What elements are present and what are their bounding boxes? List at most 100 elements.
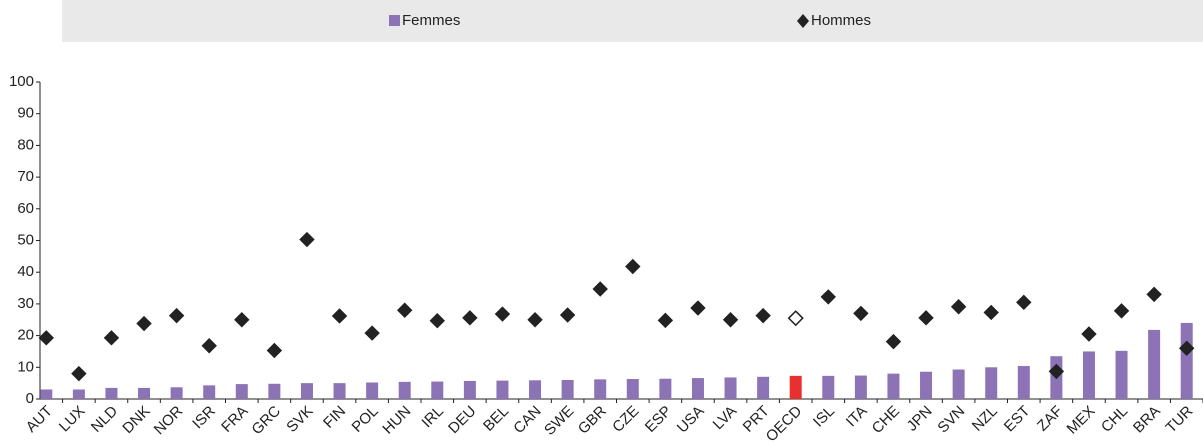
marker [950, 299, 967, 315]
bar [1017, 366, 1030, 399]
bar [170, 387, 183, 399]
y-tick-label: 70 [17, 168, 34, 185]
marker [559, 307, 576, 323]
x-tick-label: JPN [904, 403, 936, 435]
x-tick-label: AUT [23, 403, 56, 436]
x-tick-label: OECD [763, 403, 806, 446]
y-tick-label: 90 [17, 105, 34, 122]
bar [72, 389, 85, 399]
marker [1048, 363, 1065, 380]
bar [1082, 351, 1095, 399]
bar [561, 379, 574, 399]
marker [168, 307, 185, 324]
marker [494, 306, 511, 322]
x-tick-label: IRL [418, 403, 447, 432]
x-tick-label: MEX [1064, 403, 1099, 438]
x-tick-label: EST [1001, 403, 1034, 436]
marker [722, 312, 739, 328]
bar [235, 384, 248, 399]
bar [268, 383, 281, 399]
x-tick-label: SWE [541, 403, 577, 439]
x-tick-label: BRA [1130, 403, 1164, 437]
y-tick-label: 50 [17, 231, 34, 248]
legend-box [62, 0, 1203, 42]
y-tick-label: 60 [17, 200, 34, 217]
x-tick-label: ISR [189, 403, 219, 433]
bar [952, 369, 965, 399]
bar [138, 387, 151, 399]
bar [40, 389, 53, 399]
marker [103, 330, 120, 346]
marker [331, 308, 348, 324]
marker [820, 289, 836, 305]
y-tick-label: 40 [17, 263, 34, 280]
y-tick-label: 0 [26, 390, 34, 407]
marker [429, 312, 445, 329]
legend-label: Femmes [402, 12, 460, 29]
marker [625, 258, 641, 275]
bar [1115, 350, 1128, 399]
bar [203, 385, 216, 399]
y-tick-label: 100 [9, 73, 34, 90]
bar [463, 380, 476, 399]
marker [397, 302, 413, 318]
y-tick-label: 10 [17, 358, 34, 375]
x-tick-label: FRA [218, 403, 251, 436]
marker [234, 312, 250, 328]
x-tick-label: FIN [320, 403, 349, 432]
x-tick-label: CHE [869, 403, 903, 437]
x-tick-label: CHL [1098, 403, 1131, 436]
bar [529, 380, 542, 399]
bar [398, 381, 411, 399]
marker [853, 305, 869, 322]
marker [266, 342, 283, 359]
x-tick-label: ISL [810, 403, 838, 431]
x-tick-label: NLD [88, 403, 121, 436]
marker [1179, 340, 1195, 356]
legend-swatch [797, 14, 809, 28]
bar [431, 381, 444, 399]
legend-label: Hommes [811, 12, 871, 29]
x-tick-label: ITA [843, 403, 871, 431]
marker [690, 300, 706, 316]
x-tick-label: POL [349, 403, 382, 436]
y-tick-label: 80 [17, 136, 34, 153]
x-tick-label: ZAF [1034, 403, 1066, 435]
bar [854, 375, 867, 399]
x-tick-label: ESP [642, 403, 675, 436]
x-tick-label: USA [674, 403, 708, 437]
x-tick-label: CAN [510, 403, 544, 437]
x-tick-label: BEL [480, 403, 512, 435]
marker [462, 310, 478, 326]
marker [1081, 326, 1097, 342]
bar [496, 380, 509, 399]
marker [657, 312, 674, 329]
x-tick-label: GRC [248, 403, 284, 439]
x-tick-label: LVA [710, 403, 741, 434]
marker [38, 330, 54, 346]
x-tick-label: TUR [1163, 402, 1197, 436]
marker [885, 333, 902, 350]
bar [366, 382, 379, 399]
bar [1180, 322, 1193, 399]
marker [364, 325, 380, 341]
x-tick-label: SVN [934, 403, 968, 437]
bar [626, 379, 639, 399]
marker [983, 304, 999, 321]
x-tick-label: GBR [575, 403, 610, 438]
marker [592, 281, 608, 297]
bar [1148, 329, 1161, 399]
marker [527, 312, 543, 328]
x-tick-label: DEU [445, 403, 479, 437]
bar [985, 367, 998, 399]
bar [659, 378, 672, 399]
x-tick-label: LUX [56, 403, 89, 436]
bar [333, 383, 346, 399]
y-tick-label: 30 [17, 295, 34, 312]
x-tick-label: HUN [379, 403, 414, 438]
marker [71, 365, 87, 382]
marker [1113, 303, 1130, 319]
x-tick-label: NOR [151, 403, 187, 439]
x-tick-label: NZL [969, 403, 1001, 435]
